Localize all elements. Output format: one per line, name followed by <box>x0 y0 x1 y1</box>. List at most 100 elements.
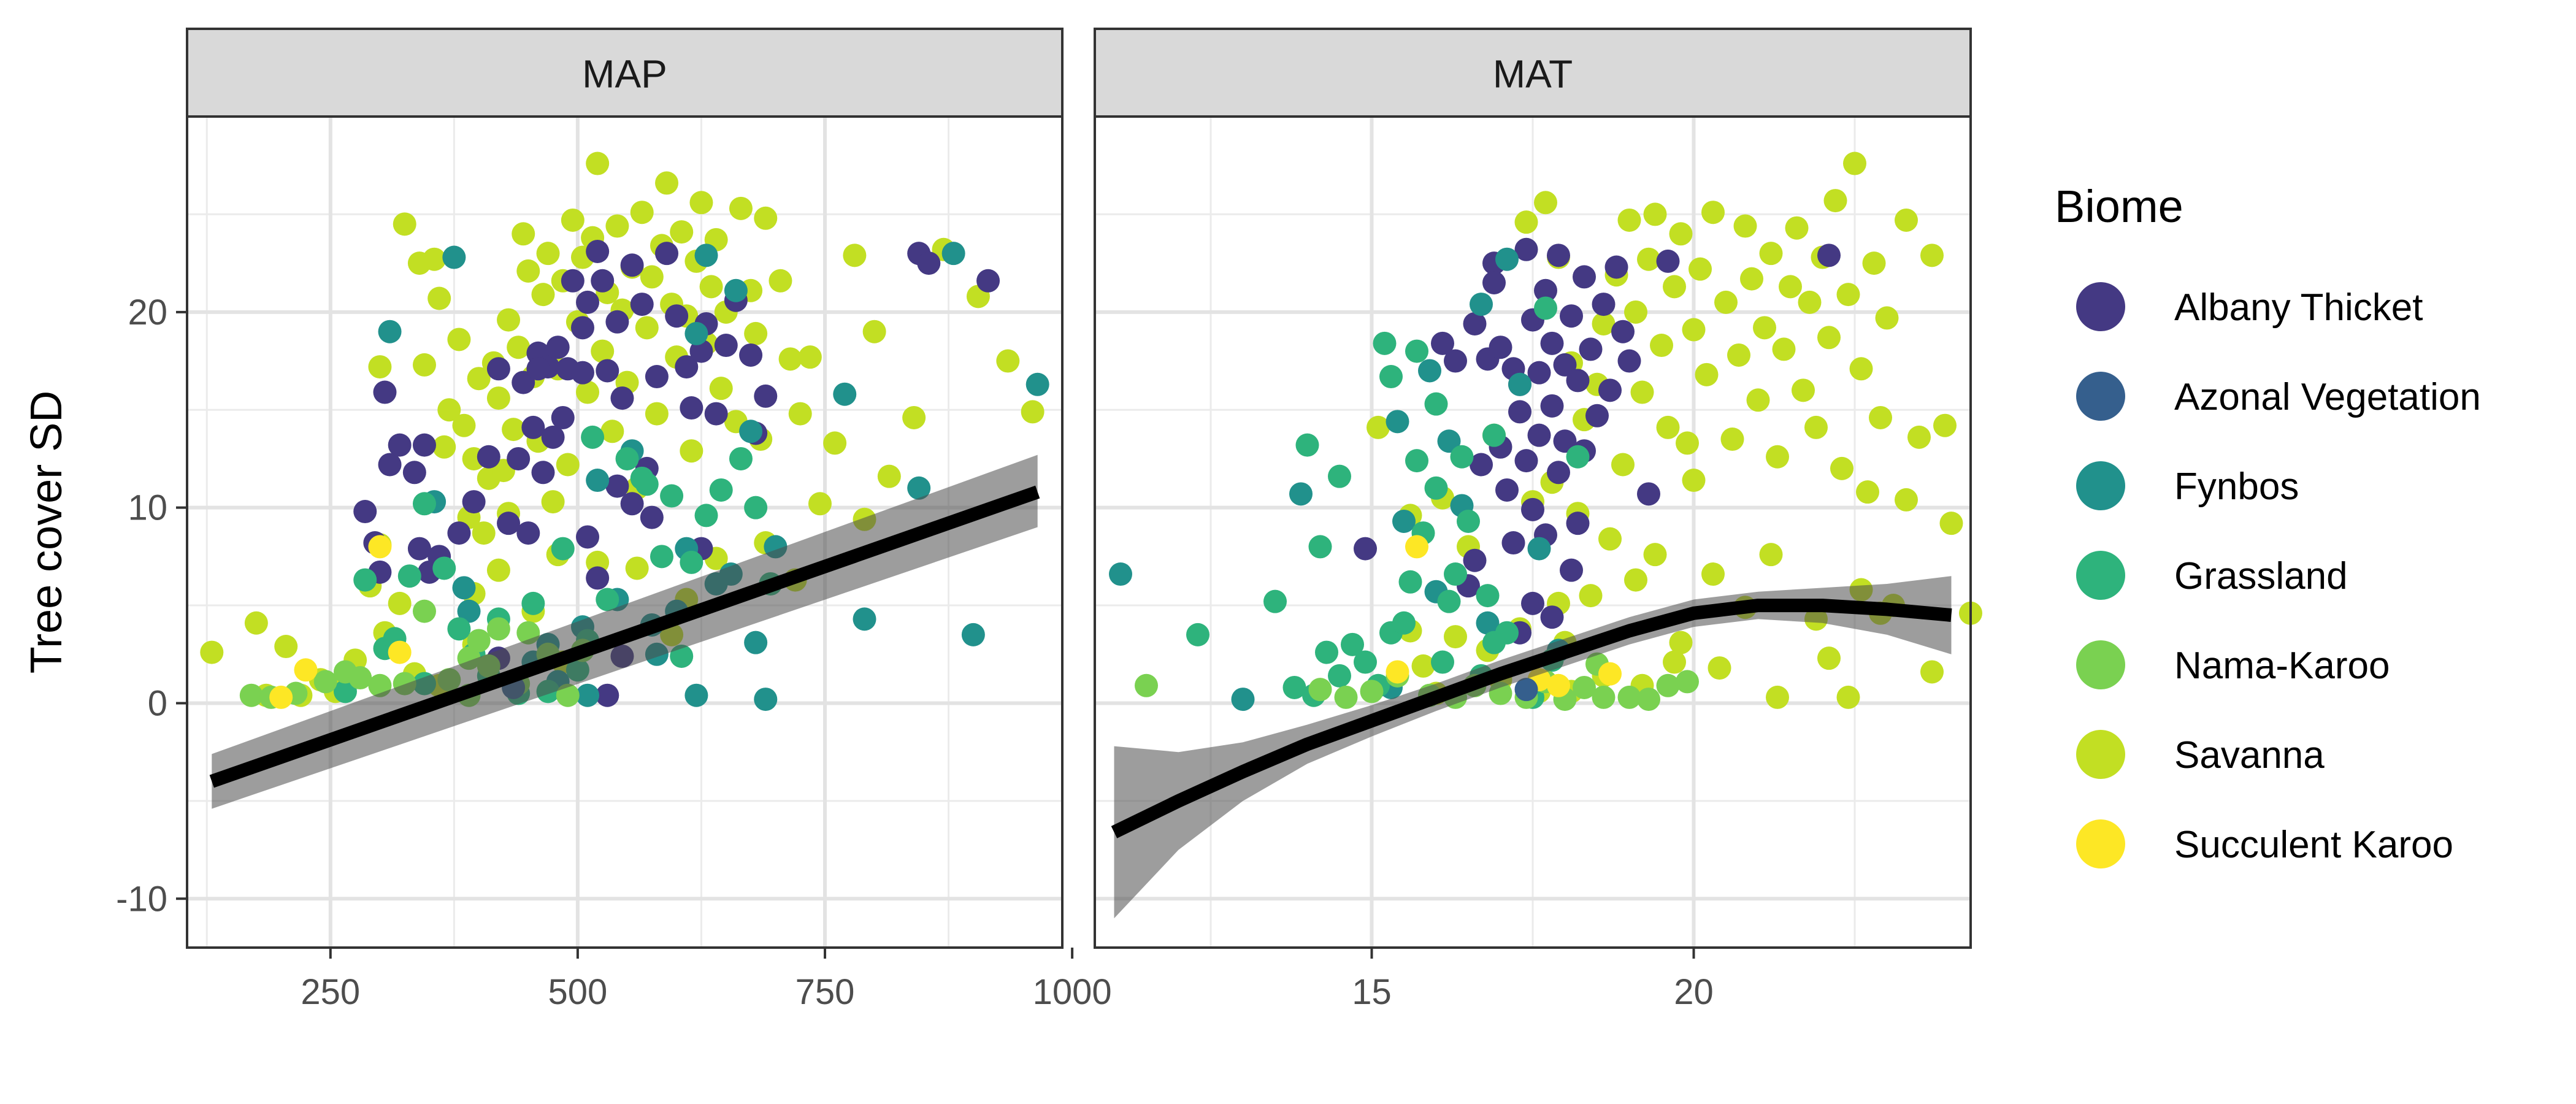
point-savanna <box>516 259 540 283</box>
legend-swatch-grassland <box>2076 551 2125 600</box>
point-albany-thicket <box>1489 335 1512 359</box>
x-axis-map: 250 500 750 1000 <box>301 948 1112 1012</box>
point-savanna <box>1617 208 1641 232</box>
point-grassland <box>1315 640 1338 664</box>
point-fynbos <box>744 631 768 654</box>
point-succulent-karoo <box>269 685 293 709</box>
point-albany-thicket <box>1547 243 1570 267</box>
point-savanna <box>877 464 901 488</box>
point-nama-karoo <box>1592 685 1616 709</box>
point-savanna <box>1830 456 1853 480</box>
point-albany-thicket <box>561 269 585 293</box>
x-tick-label: 250 <box>301 972 360 1012</box>
point-albany-thicket <box>620 492 644 516</box>
point-grassland <box>397 564 421 588</box>
point-savanna <box>1804 415 1828 439</box>
y-tick-label: 20 <box>128 293 167 332</box>
point-savanna <box>541 490 565 514</box>
point-albany-thicket <box>1482 271 1506 294</box>
point-fynbos <box>1508 372 1531 396</box>
point-savanna <box>640 265 664 289</box>
point-albany-thicket <box>605 474 629 498</box>
point-savanna <box>1689 257 1712 281</box>
x-tick-label: 15 <box>1352 972 1392 1012</box>
point-savanna <box>1682 318 1706 342</box>
point-savanna <box>788 402 812 426</box>
legend-label: Albany Thicket <box>2174 286 2423 329</box>
point-savanna <box>1669 631 1693 654</box>
point-fynbos <box>1289 482 1313 506</box>
point-albany-thicket <box>447 521 471 545</box>
point-succulent-karoo <box>1547 673 1570 697</box>
legend-swatch-nama-karoo <box>2076 640 2125 689</box>
point-savanna <box>862 320 886 343</box>
point-savanna <box>769 269 792 293</box>
point-grassland <box>412 492 436 516</box>
legend-swatch-azonal-vegetation <box>2076 372 2125 421</box>
point-savanna <box>754 206 778 230</box>
point-fynbos <box>576 683 600 707</box>
point-savanna <box>1733 214 1757 238</box>
point-albany-thicket <box>1592 293 1616 316</box>
point-albany-thicket <box>1527 423 1551 447</box>
point-albany-thicket <box>605 310 629 334</box>
point-savanna <box>655 171 679 195</box>
point-albany-thicket <box>407 537 431 561</box>
point-nama-karoo <box>239 683 263 707</box>
point-savanna <box>512 222 535 246</box>
point-nama-karoo <box>1656 673 1680 697</box>
plot-mat-border <box>1094 115 1972 949</box>
point-albany-thicket <box>620 253 644 277</box>
point-albany-thicket <box>1470 453 1493 477</box>
legend-label: Succulent Karoo <box>2174 824 2453 866</box>
point-grassland <box>680 550 703 574</box>
points-map <box>200 151 1049 711</box>
point-albany-thicket <box>516 521 540 545</box>
point-savanna <box>427 286 451 310</box>
point-savanna <box>467 367 491 391</box>
point-savanna <box>1933 413 1957 437</box>
point-nama-karoo <box>412 599 436 623</box>
point-savanna <box>437 398 461 422</box>
point-albany-thicket <box>1521 497 1544 521</box>
point-grassland <box>1379 365 1403 389</box>
point-albany-thicket <box>1611 320 1635 343</box>
point-fynbos <box>1495 247 1519 271</box>
point-albany-thicket <box>1540 605 1564 629</box>
point-savanna <box>1856 480 1879 504</box>
point-savanna <box>1817 326 1841 350</box>
point-fynbos <box>457 599 481 623</box>
strip-map-label: MAP <box>582 52 667 96</box>
point-savanna <box>1624 568 1647 592</box>
point-albany-thicket <box>586 239 610 263</box>
point-albany-thicket <box>1547 461 1570 485</box>
point-albany-thicket <box>1560 558 1583 582</box>
point-savanna <box>1875 306 1899 330</box>
point-savanna <box>1676 431 1699 455</box>
point-savanna <box>1592 312 1616 335</box>
y-axis: -10 0 10 20 <box>116 293 187 919</box>
point-savanna <box>1792 378 1815 402</box>
legend-label: Fynbos <box>2174 466 2299 508</box>
point-grassland <box>650 545 673 569</box>
x-axis-mat: 15 20 <box>1352 948 1714 1012</box>
point-savanna <box>1611 453 1635 477</box>
point-albany-thicket <box>1637 482 1660 506</box>
point-savanna <box>393 212 416 236</box>
legend: Biome Albany Thicket Azonal Vegetation Fyn… <box>2055 181 2481 868</box>
point-savanna <box>1720 427 1744 451</box>
points-mat <box>1109 151 1982 711</box>
point-grassland <box>353 568 377 592</box>
point-albany-thicket <box>630 293 654 316</box>
point-savanna <box>1939 512 1963 535</box>
point-albany-thicket <box>1527 361 1551 385</box>
point-albany-thicket <box>1463 312 1487 335</box>
point-savanna <box>798 345 822 369</box>
point-grassland <box>1437 589 1461 613</box>
point-savanna <box>1766 445 1789 469</box>
point-albany-thicket <box>353 500 377 524</box>
point-albany-thicket <box>1566 369 1590 393</box>
point-savanna <box>497 308 521 332</box>
x-tick-label: 500 <box>548 972 608 1012</box>
